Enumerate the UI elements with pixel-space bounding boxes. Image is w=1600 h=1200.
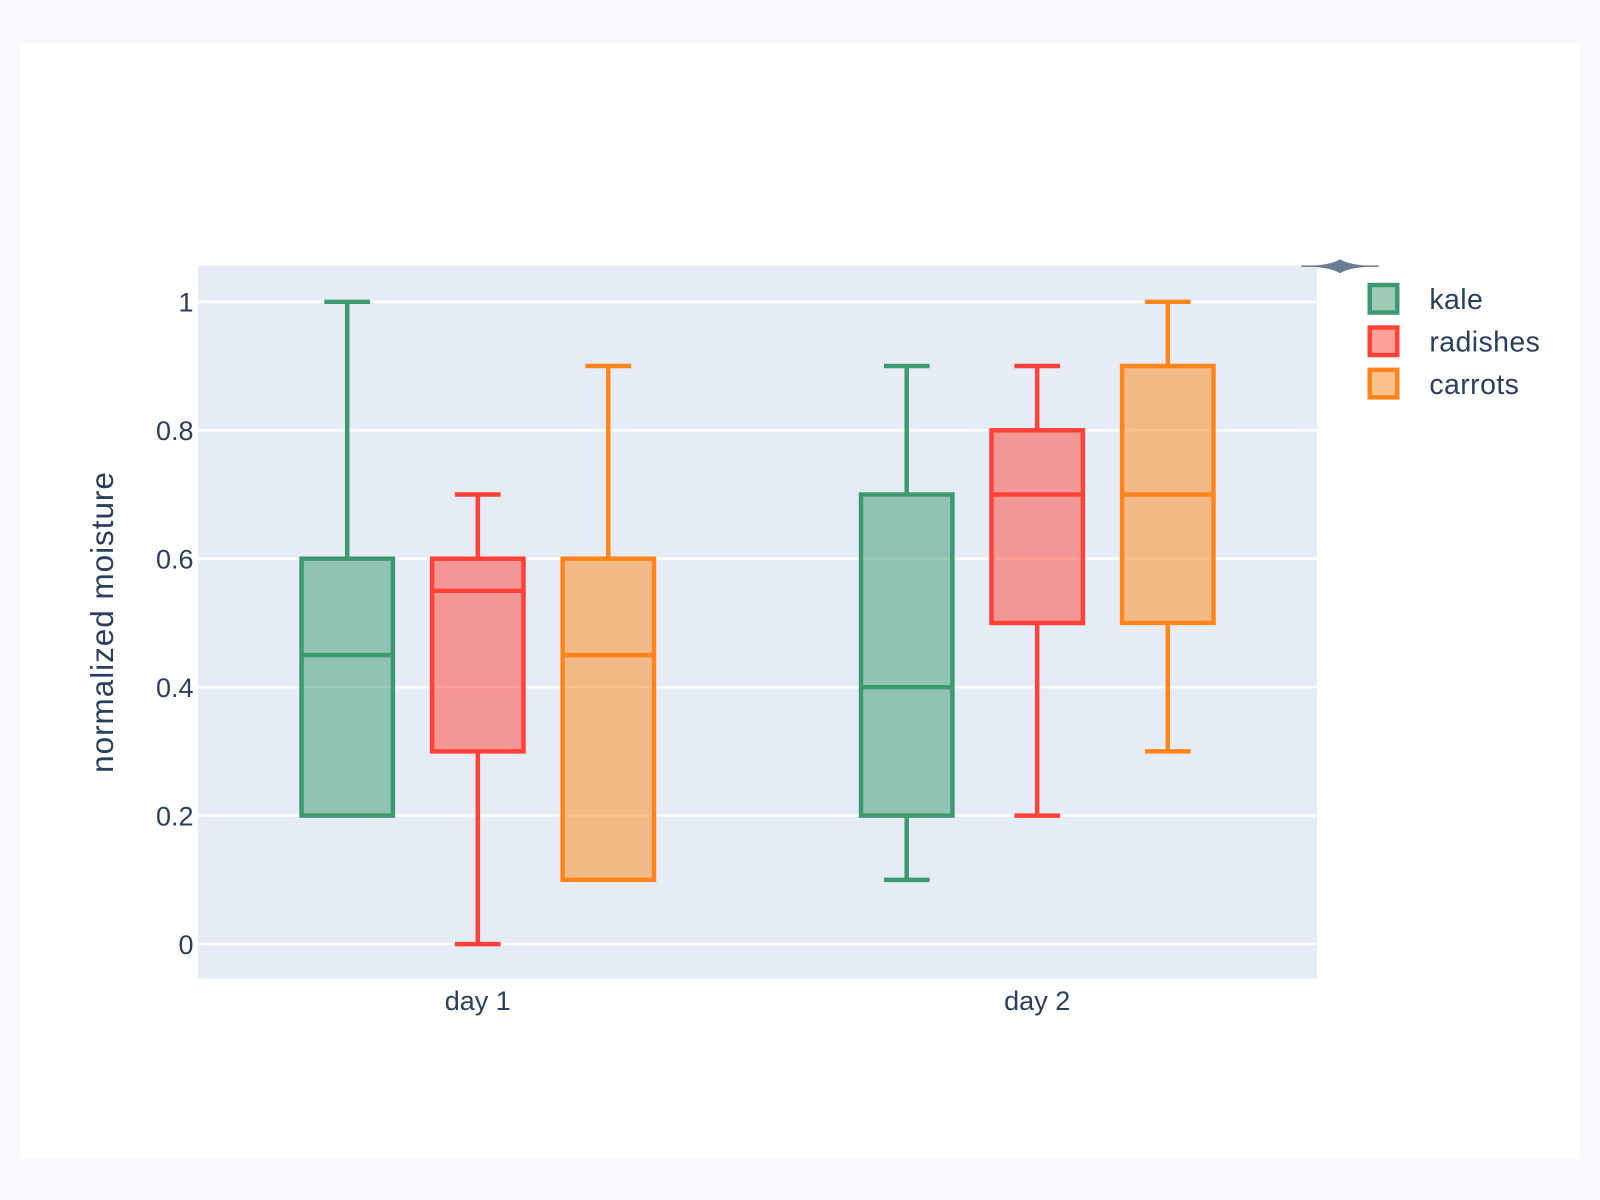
svg-text:day 2: day 2: [1004, 986, 1070, 1016]
svg-text:normalized moisture: normalized moisture: [84, 471, 120, 773]
svg-text:kale: kale: [1429, 283, 1483, 315]
svg-text:carrots: carrots: [1429, 368, 1519, 400]
svg-text:day 1: day 1: [445, 986, 511, 1016]
svg-text:0.8: 0.8: [156, 416, 194, 446]
svg-text:0.2: 0.2: [156, 801, 194, 831]
svg-text:0: 0: [178, 929, 193, 959]
svg-text:0.6: 0.6: [156, 544, 194, 574]
svg-text:1: 1: [178, 287, 193, 317]
svg-text:radishes: radishes: [1429, 326, 1540, 358]
svg-text:0.4: 0.4: [156, 673, 194, 703]
